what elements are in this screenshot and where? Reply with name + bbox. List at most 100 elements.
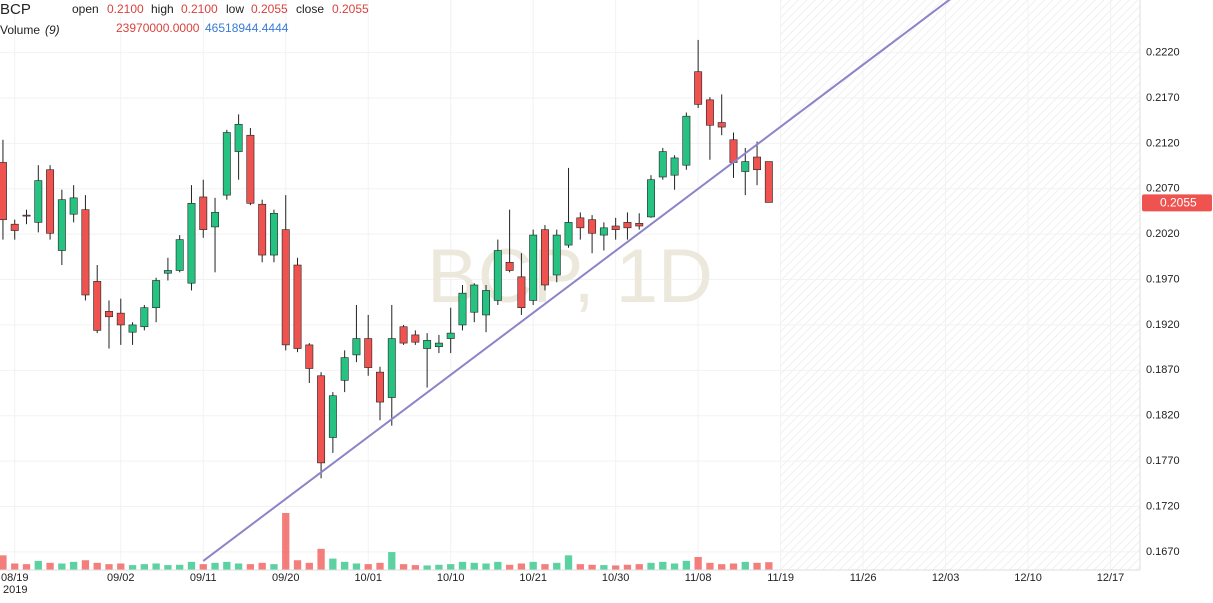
y-tick-label: 0.2170: [1146, 92, 1180, 104]
candle-body: [187, 203, 196, 284]
volume-bar: [223, 561, 231, 570]
candle-body: [588, 219, 597, 234]
candle-body: [46, 169, 55, 234]
candle-body: [705, 99, 714, 126]
candle-body: [564, 222, 573, 246]
candle-body: [658, 151, 667, 178]
candle-body: [482, 290, 490, 316]
candle-body: [57, 199, 66, 251]
volume-bar: [270, 564, 278, 570]
y-tick-label: 0.2220: [1146, 47, 1180, 59]
candle-body: [517, 276, 526, 308]
legend-value: 0.2100: [181, 2, 218, 16]
candle-body: [175, 239, 184, 271]
volume-bar: [11, 563, 19, 570]
volume-bar: [411, 565, 420, 570]
future-area: [780, 0, 1140, 570]
y-tick-label: 0.1670: [1146, 546, 1180, 558]
candle-body: [317, 375, 326, 464]
legend-value: 46518944.4444: [205, 21, 289, 35]
volume-bar: [46, 562, 54, 570]
annotations: [202, 0, 951, 562]
y-tick-label: 0.1720: [1146, 500, 1180, 512]
candle-body: [599, 227, 608, 236]
x-tick-label: 10/01: [354, 572, 382, 584]
candle-body: [423, 340, 432, 349]
x-tick-label: 09/02: [107, 572, 135, 584]
legend-value: 0.2100: [107, 2, 144, 16]
candle-body: [434, 342, 443, 348]
volume-bar: [541, 564, 549, 570]
volume-bar: [564, 555, 573, 570]
candle-body: [364, 338, 373, 368]
legend-label: (9): [45, 23, 60, 37]
legend-label: Volume: [0, 23, 40, 37]
candle-body: [258, 203, 267, 256]
legend-value: 23970000.0000: [116, 21, 200, 35]
candle-body: [611, 225, 620, 230]
candle-body: [281, 229, 290, 346]
y-tick-label: 0.2070: [1146, 183, 1180, 195]
volume-bar: [482, 563, 490, 570]
x-tick-label: 09/11: [190, 572, 217, 584]
volume-bar: [164, 565, 172, 570]
volume-bar: [69, 561, 78, 570]
candle-body: [387, 338, 396, 398]
volume-bar: [505, 564, 514, 570]
x-tick-label: 10/10: [437, 572, 465, 584]
candle-body: [22, 214, 31, 217]
candle-body: [234, 124, 243, 152]
volume-bar: [388, 552, 396, 570]
legend-label: low: [226, 2, 244, 16]
candle-body: [670, 157, 679, 176]
volume-bar: [305, 562, 313, 570]
volume-bar: [329, 558, 337, 570]
candle-body: [493, 250, 502, 301]
candle-body: [623, 222, 632, 229]
volume-bar: [117, 563, 125, 570]
candle-body: [105, 311, 113, 318]
candle-body: [34, 180, 43, 223]
candle-body: [470, 284, 479, 313]
volume-bar: [741, 561, 749, 570]
volume-bar: [647, 562, 655, 570]
volume-bar: [152, 563, 160, 570]
candle-body: [211, 212, 219, 228]
volume-bar: [659, 561, 667, 570]
volume-bar: [317, 548, 325, 570]
candle-body: [246, 134, 255, 204]
candle-body: [93, 281, 102, 331]
y-tick-label: 0.1770: [1146, 455, 1180, 467]
volume-bar: [553, 562, 561, 570]
candle-body: [541, 229, 549, 286]
axes: 0.1670 0.1720 0.1770 0.1820 0.1870 0.1920 0.19…: [1, 47, 1212, 584]
trend-line: [202, 0, 951, 562]
volume-bar: [211, 562, 219, 570]
x-tick-label: 12/03: [932, 572, 960, 584]
candle-body: [163, 270, 172, 274]
candle-body: [152, 280, 161, 308]
candle-body: [340, 357, 349, 381]
volume-bar: [635, 564, 643, 570]
candle-body: [764, 161, 773, 203]
candles: [0, 39, 773, 479]
volume-bar: [576, 564, 584, 570]
candle-body: [69, 197, 78, 215]
volume-bar: [140, 564, 148, 570]
candle-body: [199, 196, 208, 230]
volume-bar: [352, 563, 361, 570]
y-tick-label: 0.1970: [1146, 273, 1180, 285]
volume-bar: [706, 562, 714, 570]
candle-body: [529, 234, 538, 301]
volume-bar: [93, 562, 101, 570]
x-tick-label: 10/30: [602, 572, 630, 584]
candle-body: [576, 217, 585, 229]
volume-bar: [753, 562, 761, 570]
x-tick-label: 10/21: [519, 572, 547, 584]
candle-body: [376, 371, 384, 403]
y-tick-label: 0.2020: [1146, 228, 1180, 240]
candle-body: [635, 222, 644, 227]
x-tick-label: 11/26: [850, 572, 877, 584]
volume-bar: [34, 560, 42, 570]
